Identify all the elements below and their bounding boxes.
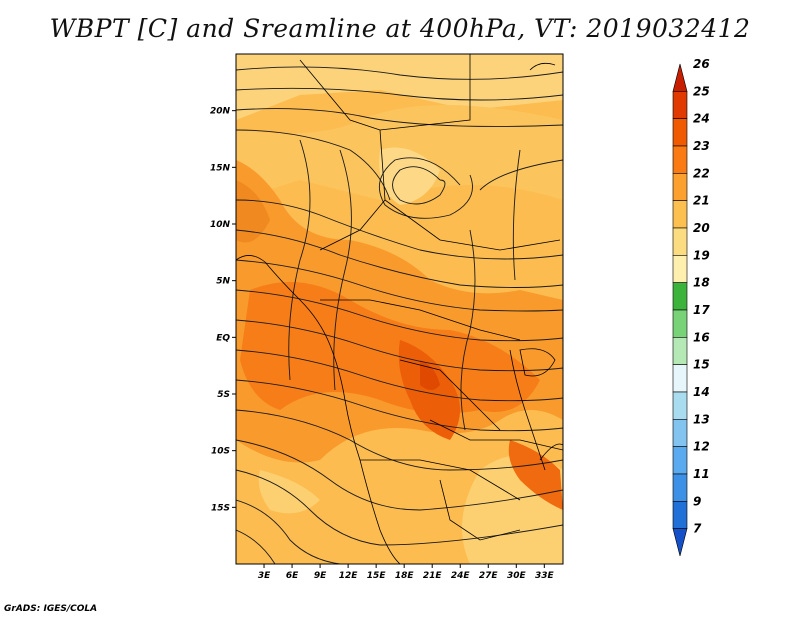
colorbar-swatch (672, 227, 688, 256)
colorbar-swatch (672, 63, 688, 92)
lon-tick-label: 9E (314, 571, 327, 581)
colorbar-swatch (672, 446, 688, 475)
colorbar-swatch (672, 309, 688, 338)
colorbar-swatch (672, 364, 688, 393)
map-frame (235, 53, 564, 565)
colorbar-swatch (672, 200, 688, 229)
lat-tick-label: 10S (211, 447, 230, 457)
colorbar-swatch (672, 255, 688, 283)
lon-tick-label: 24E (451, 571, 471, 581)
lon-tick-label: 30E (507, 571, 527, 581)
lat-tick-label: EQ (216, 333, 230, 343)
lat-tick-label: 5N (216, 277, 230, 287)
colorbar-label: 19 (693, 248, 710, 262)
colorbar-label: 7 (693, 522, 702, 536)
lon-tick-label: 6E (286, 571, 299, 581)
colorbar-swatch (672, 91, 688, 119)
latitude-axis: 20N 15N 10N 5N EQ 5S 10S 15S (210, 107, 236, 513)
colorbar-label: 26 (693, 57, 710, 71)
colorbar-swatch (672, 337, 688, 365)
colorbar-swatch (672, 282, 688, 311)
colorbar-label: 9 (693, 494, 701, 508)
lon-tick-label: 3E (258, 571, 271, 581)
colorbar-label: 23 (693, 139, 710, 153)
lon-tick-label: 18E (395, 571, 415, 581)
lat-tick-label: 5S (217, 390, 230, 400)
colorbar-label: 18 (693, 276, 710, 290)
colorbar-label: 17 (693, 303, 710, 317)
lon-tick-label: 27E (479, 571, 499, 581)
colorbar-label: 11 (693, 467, 710, 481)
wbpt-field (236, 54, 563, 564)
colorbar-label: 20 (693, 221, 710, 235)
lat-tick-label: 20N (210, 107, 231, 117)
colorbar-label: 13 (693, 412, 710, 426)
lon-tick-label: 21E (423, 571, 443, 581)
colorbar: 26 25 24 23 22 21 20 19 18 17 16 15 14 13 12 11 9 7 (672, 57, 710, 557)
colorbar-label: 15 (693, 358, 710, 372)
lat-tick-label: 15N (210, 163, 231, 173)
colorbar-label: 12 (693, 440, 710, 454)
colorbar-label: 16 (693, 330, 710, 344)
lon-tick-label: 33E (535, 571, 555, 581)
lat-tick-label: 15S (211, 503, 230, 513)
colorbar-label: 14 (693, 385, 710, 399)
country-borders (236, 54, 563, 564)
colorbar-swatch (672, 391, 688, 420)
colorbar-swatch (672, 501, 688, 529)
map-title: WBPT [C] and Sreamline at 400hPa, VT: 20… (49, 14, 751, 43)
colorbar-label: 25 (693, 84, 710, 98)
longitude-axis: 3E 6E 9E 12E 15E 18E 21E 24E 27E 30E 33E (258, 564, 555, 581)
colorbar-swatch (672, 173, 688, 201)
colorbar-swatch (672, 528, 688, 557)
colorbar-label: 21 (693, 194, 710, 208)
colorbar-label: 22 (693, 166, 710, 180)
colorbar-swatch (672, 419, 688, 447)
lat-tick-label: 10N (210, 220, 231, 230)
colorbar-label: 24 (693, 112, 710, 126)
lon-tick-label: 12E (339, 571, 359, 581)
colorbar-swatch (672, 118, 688, 147)
colorbar-swatch (672, 473, 688, 502)
grads-credit: GrADS: IGES/COLA (4, 604, 98, 614)
streamlines (236, 66, 563, 564)
lon-tick-label: 15E (367, 571, 387, 581)
colorbar-swatch (672, 145, 688, 174)
